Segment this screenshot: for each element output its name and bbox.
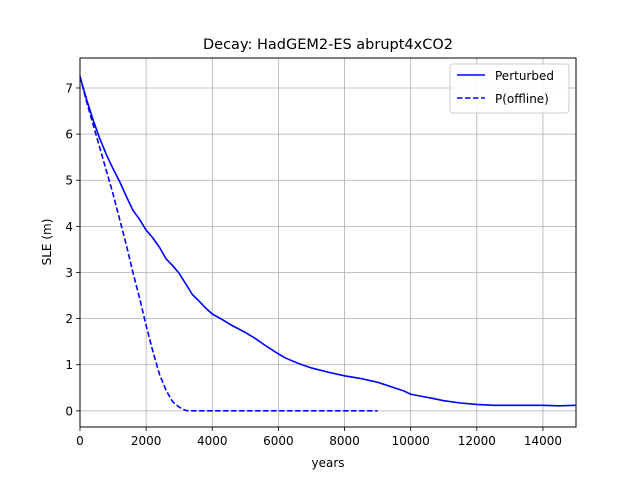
- plot-frame: [79, 57, 577, 428]
- series-line-perturbed: [79, 76, 577, 407]
- y-axis-label: SLE (m): [40, 219, 54, 266]
- x-tick-label: 8000: [329, 434, 360, 448]
- x-tick-label: 0: [76, 434, 84, 448]
- legend: Perturbed P(offline): [449, 63, 570, 114]
- y-tick-label: 3: [65, 266, 73, 280]
- x-tick-label: 12000: [458, 434, 496, 448]
- chart-title: Decay: HadGEM2-ES abrupt4xCO2: [203, 37, 453, 53]
- x-axis: 0 2000 4000 6000 8000 10000 12000 14000: [76, 427, 562, 448]
- legend-label-perturbed: Perturbed: [495, 69, 554, 83]
- x-tick-label: 14000: [524, 434, 562, 448]
- y-tick-label: 2: [65, 312, 73, 326]
- x-axis-label: years: [311, 456, 344, 470]
- y-tick-label: 1: [65, 358, 73, 372]
- y-tick-label: 7: [65, 81, 73, 95]
- series-line-offline: [79, 76, 378, 412]
- y-axis: 0 1 2 3 4 5 6 7: [65, 81, 80, 418]
- x-tick-label: 2000: [131, 434, 162, 448]
- legend-label-offline: P(offline): [495, 92, 549, 106]
- series-layer: [79, 76, 577, 412]
- x-tick-label: 10000: [392, 434, 430, 448]
- x-tick-label: 4000: [197, 434, 228, 448]
- x-tick-label: 6000: [263, 434, 294, 448]
- grid: [79, 58, 576, 427]
- y-tick-label: 6: [65, 128, 73, 142]
- y-tick-label: 4: [65, 220, 73, 234]
- y-tick-label: 0: [65, 404, 73, 418]
- legend-box: [449, 63, 570, 114]
- y-tick-label: 5: [65, 174, 73, 188]
